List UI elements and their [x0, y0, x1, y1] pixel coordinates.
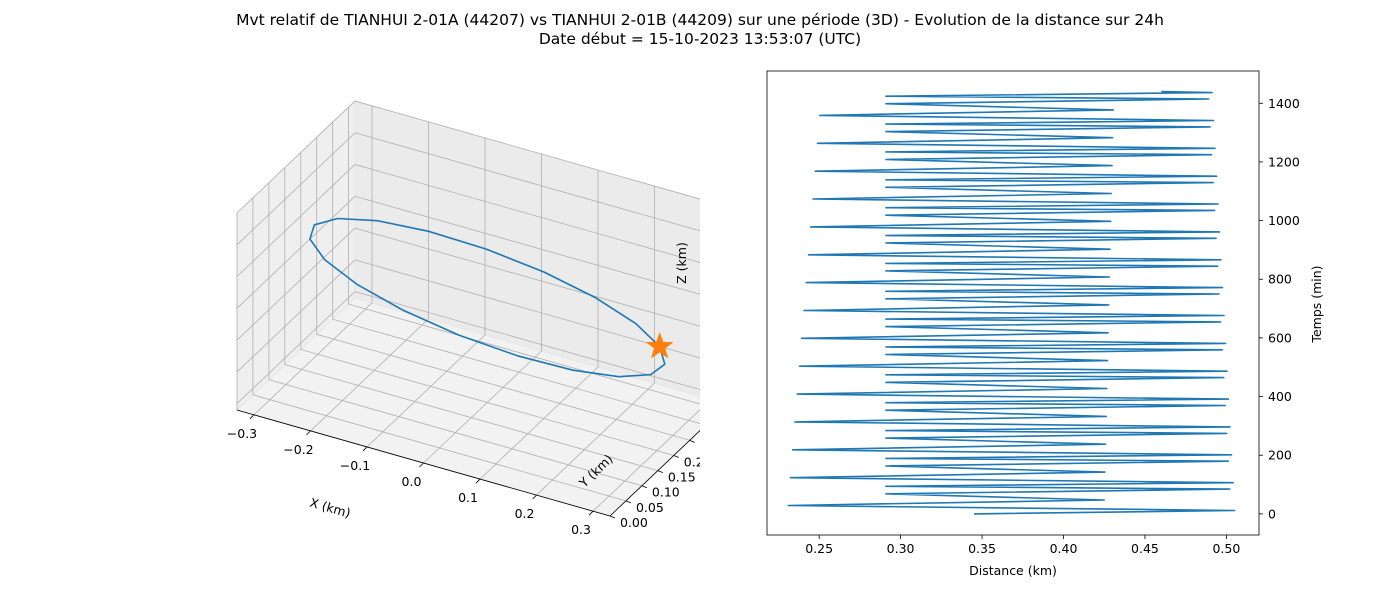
x-tick-label: 0.40	[1050, 541, 1078, 556]
x-tick-label: 0.50	[1212, 541, 1240, 556]
x-tick-label: −0.1	[340, 458, 370, 473]
grid-line-x	[423, 154, 542, 464]
y-tick	[609, 515, 616, 519]
grid-line-x	[536, 186, 655, 496]
grid-line-y	[284, 167, 658, 471]
grid-line-x	[310, 121, 429, 432]
x-tick-label: 0.2	[515, 506, 535, 521]
x-tick-label: −0.3	[227, 426, 257, 441]
y-tick-label: 1200	[1268, 154, 1300, 169]
x-axis-label: Distance (km)	[969, 563, 1057, 578]
y-tick-label: 0.15	[668, 470, 696, 485]
y-tick-label: 0.05	[636, 500, 664, 515]
grid-line-x	[479, 170, 599, 480]
x-tick	[475, 478, 481, 484]
grid-line-y	[252, 197, 627, 502]
x-tick-label: 0.1	[458, 490, 478, 505]
y-tick-label: 0	[1268, 506, 1276, 521]
y-tick-label: 1000	[1268, 213, 1300, 228]
x-tick	[532, 494, 537, 500]
x-tick-label: 0.0	[402, 474, 422, 489]
y-tick	[625, 500, 632, 504]
start-marker-star	[645, 331, 674, 359]
y-tick-label: 0.00	[620, 515, 648, 530]
x-tick	[588, 510, 594, 516]
x-tick-label: −0.2	[283, 442, 313, 457]
y-tick	[641, 485, 648, 489]
x-tick	[306, 430, 311, 436]
chart-subtitle: Date début = 15-10-2023 13:53:07 (UTC)	[538, 30, 862, 48]
grid-line-y	[300, 152, 674, 456]
grid-line-z	[236, 259, 700, 373]
grid-line-y	[348, 107, 700, 405]
y-axis-label: Temps (min)	[1309, 265, 1324, 343]
distance-line	[787, 90, 1236, 515]
grid-line-y	[316, 137, 690, 441]
y-tick-label: 200	[1268, 448, 1292, 463]
grid-line-z	[236, 227, 700, 341]
grid-line-x	[592, 409, 700, 512]
x-tick-label: 0.25	[805, 541, 833, 556]
x-tick-label: 0.45	[1131, 541, 1159, 556]
x-tick-label: 0.30	[887, 541, 915, 556]
y-tick-label: 600	[1268, 330, 1292, 345]
chart-title: Mvt relatif de TIANHUI 2-01A (44207) vs …	[236, 11, 1164, 29]
y-tick-label: 0.20	[684, 454, 700, 469]
x-tick	[249, 414, 255, 420]
x-tick-label: 0.35	[968, 541, 996, 556]
grid-line-x	[253, 105, 373, 416]
y-tick-label: 800	[1268, 272, 1292, 287]
y-tick	[689, 439, 695, 443]
y-tick	[657, 470, 663, 473]
x-tick	[362, 446, 368, 452]
grid-line-z	[236, 100, 700, 214]
trajectory-line	[309, 217, 666, 378]
grid-line-y	[332, 122, 700, 424]
z-axis-label: Z (km)	[674, 242, 689, 284]
chart-3d-trajectory: −0.3 −0.2 −0.1 0.0 0.1 0.2 0.3 0.000.050.100.15…	[227, 99, 700, 537]
y-tick	[673, 455, 679, 458]
grid-line-z	[236, 291, 700, 404]
grid-line-z	[236, 132, 700, 246]
grid-line-y	[268, 182, 643, 487]
x-tick	[419, 462, 424, 468]
y-tick-label: 400	[1268, 389, 1292, 404]
x-tick-label: 0.3	[571, 522, 591, 537]
grid-line-z	[236, 164, 700, 277]
grid-line-z	[236, 195, 700, 309]
grid-line-x	[366, 137, 486, 448]
y-axis-line	[609, 430, 700, 517]
y-tick-label: 0.10	[652, 485, 680, 500]
y-tick-label: 1400	[1268, 96, 1300, 111]
